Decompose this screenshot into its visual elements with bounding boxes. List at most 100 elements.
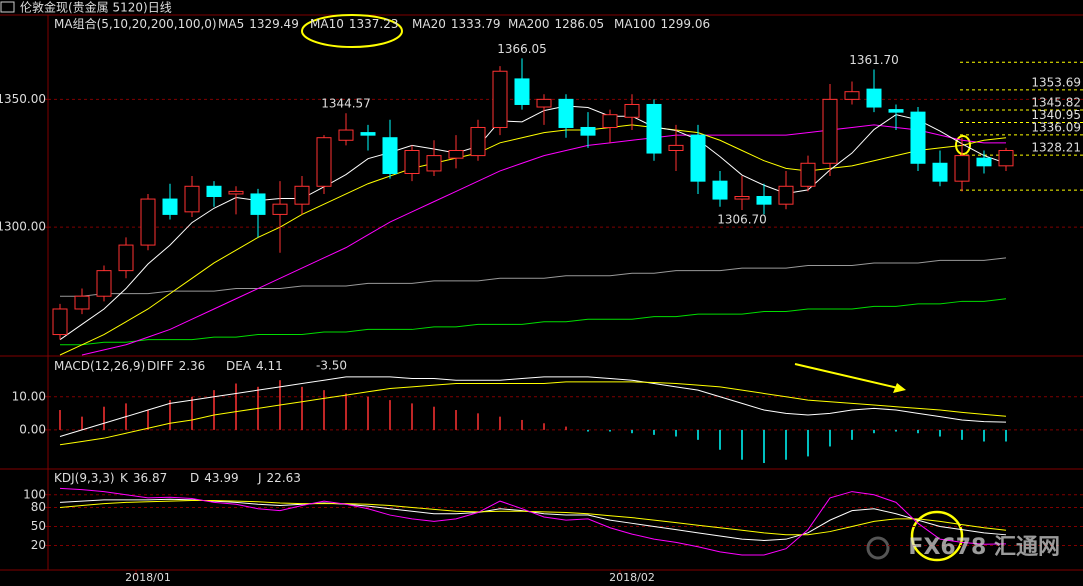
candle-body <box>800 162 816 187</box>
legend-item: K 36.87 <box>120 471 167 485</box>
candle-body <box>536 98 552 108</box>
highlight-circle <box>955 135 971 155</box>
candle-body <box>756 196 772 205</box>
y-tick-label: 80 <box>31 500 46 514</box>
candle-body <box>96 270 112 297</box>
candle-body <box>624 103 640 118</box>
level-label: 1353.69 <box>1031 75 1081 89</box>
candle-body <box>954 155 970 182</box>
candle-body <box>492 70 508 128</box>
legend-name: DIFF <box>147 359 174 373</box>
series-line <box>60 257 1007 297</box>
legend-name: DEA <box>226 359 252 373</box>
watermark-logo <box>866 536 890 560</box>
candle-body <box>910 111 926 164</box>
legend-item: MACD(12,26,9) <box>54 359 145 373</box>
candle-body <box>822 98 838 164</box>
y-tick-label: 1300.00 <box>0 220 46 234</box>
extreme-label: 1366.05 <box>497 42 547 56</box>
legend-name: MA20 <box>412 17 446 31</box>
legend-item: KDJ(9,3,3) <box>54 471 115 485</box>
legend-value: 36.87 <box>133 471 167 485</box>
legend-name: MA10 <box>310 17 344 31</box>
candle-body <box>140 198 156 246</box>
candle-body <box>250 193 266 215</box>
y-tick-label: 20 <box>31 538 46 552</box>
legend-item: DEA 4.11 <box>226 359 283 373</box>
candle-body <box>888 109 904 113</box>
candle-body <box>118 244 134 272</box>
x-tick-label: 2018/02 <box>609 571 655 584</box>
series-line <box>59 124 1007 356</box>
legend-name: K <box>120 471 129 485</box>
extreme-label: 1344.57 <box>321 97 371 111</box>
legend-item: MA10 1337.23 <box>310 17 398 31</box>
highlight-circle <box>301 14 403 48</box>
legend-item: MA组合(5,10,20,200,100,0) <box>54 16 217 31</box>
series-line <box>59 381 1007 446</box>
candle-body <box>580 126 596 136</box>
y-tick-label: 1350.00 <box>0 92 46 106</box>
candle-body <box>52 308 68 336</box>
legend-name: MA100 <box>614 17 655 31</box>
window-title: 伦敦金现(贵金属 5120)日线 <box>20 0 172 15</box>
legend-item: MA200 1286.05 <box>508 17 604 31</box>
legend-item: MA100 1299.06 <box>614 17 710 31</box>
candle-body <box>360 132 376 136</box>
candle-body <box>228 190 244 195</box>
legend-value: 1333.79 <box>451 17 501 31</box>
candle-body <box>206 185 222 198</box>
series-line <box>59 499 1007 536</box>
legend-name: J <box>257 471 262 485</box>
legend-value: 4.11 <box>256 359 283 373</box>
extreme-label: 1361.70 <box>849 53 899 67</box>
candle-body <box>602 114 618 128</box>
legend-value: 1337.23 <box>349 17 399 31</box>
y-tick-label: 50 <box>31 519 46 533</box>
series-line <box>81 124 1006 356</box>
candle-body <box>646 103 662 154</box>
candle-body <box>294 185 310 205</box>
legend-name: KDJ(9,3,3) <box>54 471 115 485</box>
x-tick-label: 2018/01 <box>125 571 171 584</box>
candle-body <box>448 149 464 159</box>
legend-value: 1286.05 <box>554 17 604 31</box>
legend-item: J 22.63 <box>257 471 301 485</box>
candle-body <box>668 144 684 151</box>
y-tick-label: 0.00 <box>19 422 46 436</box>
y-tick-label: 10.00 <box>12 389 46 403</box>
series-line <box>59 105 1007 341</box>
extreme-label: 1306.70 <box>717 213 767 227</box>
level-label: 1340.95 <box>1031 108 1081 122</box>
candle-body <box>184 185 200 213</box>
candle-body <box>734 196 750 200</box>
legend-item: MA5 1329.49 <box>218 17 299 31</box>
legend-name: MA200 <box>508 17 549 31</box>
y-tick-label: 100 <box>23 487 46 501</box>
window-icon <box>0 1 15 13</box>
candle-body <box>976 157 992 167</box>
watermark: FX678 汇通网 <box>908 535 1060 560</box>
candle-body <box>162 198 178 215</box>
legend-value: 43.99 <box>204 471 238 485</box>
legend-value: 1299.06 <box>660 17 710 31</box>
candle-body <box>272 203 288 215</box>
legend-item: D 43.99 <box>190 471 239 485</box>
legend-name: MA组合(5,10,20,200,100,0) <box>54 16 217 31</box>
candle-body <box>316 137 332 187</box>
legend-value: -3.50 <box>316 359 347 373</box>
candle-body <box>998 149 1014 167</box>
candle-body <box>382 137 398 174</box>
candle-body <box>74 295 90 310</box>
level-label: 1336.09 <box>1031 120 1081 134</box>
arrow <box>794 363 899 389</box>
candle-body <box>338 129 354 141</box>
level-label: 1328.21 <box>1031 141 1081 155</box>
legend-item: DIFF 2.36 <box>147 359 205 373</box>
candle-body <box>778 185 794 205</box>
candle-body <box>470 126 486 157</box>
candle-body <box>404 149 420 174</box>
candle-body <box>932 162 948 182</box>
